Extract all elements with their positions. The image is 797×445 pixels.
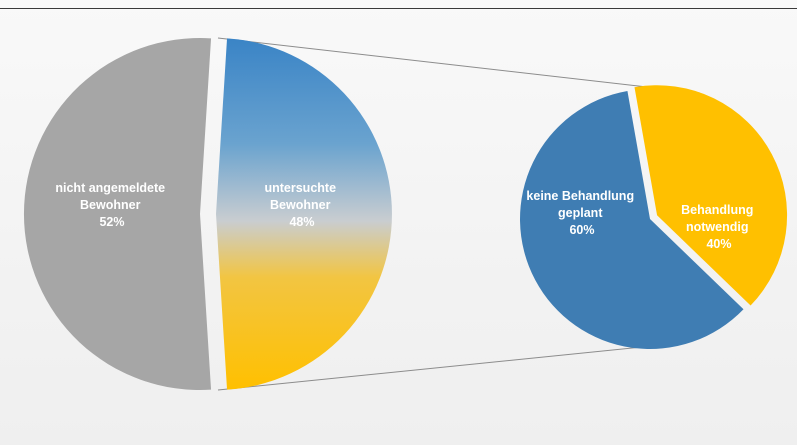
label-line: Behandlung [681, 203, 753, 217]
label-line: notwendig [686, 220, 749, 234]
pie-slice-untersuchte-bewohner [216, 38, 392, 390]
label-line: Bewohner [270, 198, 331, 212]
pie-slice-behandlung-notwendig [634, 85, 788, 306]
label-line: untersuchte [264, 181, 336, 195]
label-percent: 48% [289, 215, 314, 229]
data-label-behandlung-notwendig: Behandlung notwendig 40% [681, 203, 757, 251]
label-line: Bewohner [80, 198, 141, 212]
label-percent: 60% [569, 223, 594, 237]
connector-line-top [217, 37, 701, 94]
label-line: geplant [558, 206, 603, 220]
top-divider [0, 8, 797, 9]
data-label-untersuchte: untersuchte Bewohner 48% [264, 181, 339, 229]
data-label-keine-behandlung: keine Behandlung geplant 60% [526, 189, 637, 237]
pie-slice-nicht-angemeldete-bewohner [23, 38, 212, 391]
label-line: nicht angemeldete [55, 181, 165, 195]
label-line: keine Behandlung [526, 189, 634, 203]
label-percent: 52% [99, 215, 124, 229]
data-label-nicht-angemeldete: nicht angemeldete Bewohner 52% [55, 181, 168, 229]
connector-line-bottom [217, 343, 673, 391]
label-percent: 40% [706, 237, 731, 251]
pie-slice-keine-behandlung-geplant [520, 90, 744, 349]
